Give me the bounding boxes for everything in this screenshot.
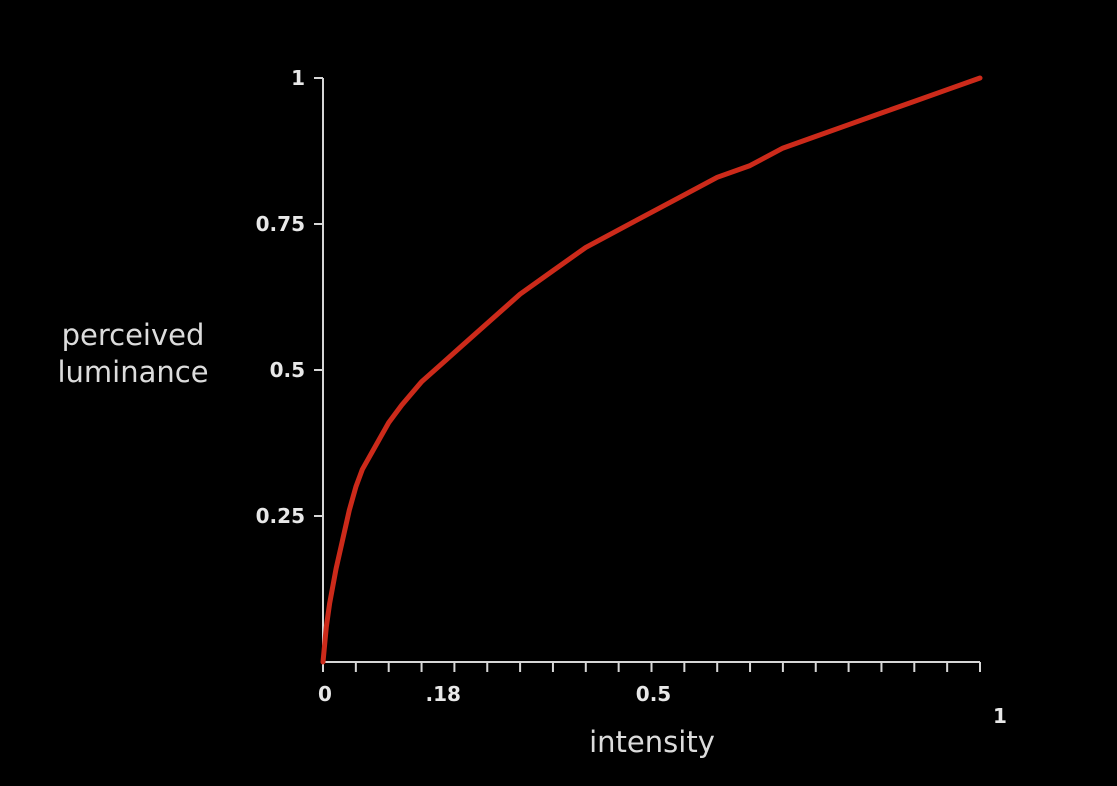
- y-tick-label: 1: [291, 66, 305, 90]
- y-tick-label: 0.5: [270, 358, 305, 382]
- y-axis-title-line-1: perceived: [62, 318, 205, 352]
- x-tick-label: 1: [993, 704, 1007, 728]
- x-tick-label: .18: [426, 682, 461, 706]
- x-tick-label: 0: [318, 682, 332, 706]
- y-tick-label: 0.25: [256, 504, 305, 528]
- x-axis-ticks: 0 .18 0.5 1: [318, 662, 1007, 728]
- data-series-line: [320, 75, 983, 665]
- y-tick-label: 0.75: [256, 212, 305, 236]
- y-axis-title-line-2: luminance: [57, 355, 208, 389]
- x-axis-title: intensity: [589, 725, 715, 759]
- y-axis-ticks: 0.25 0.5 0.75 1: [256, 66, 323, 528]
- x-tick-label: 0.5: [636, 682, 671, 706]
